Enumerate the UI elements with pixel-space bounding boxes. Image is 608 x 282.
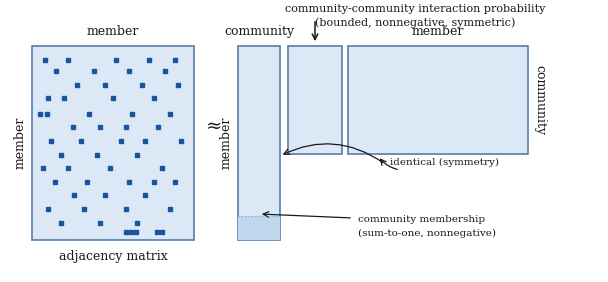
Text: community membership: community membership <box>358 215 485 224</box>
Bar <box>348 46 528 154</box>
Text: ≈: ≈ <box>206 118 222 136</box>
Text: community-community interaction probability: community-community interaction probabil… <box>285 4 545 14</box>
Text: member: member <box>87 25 139 38</box>
Text: adjacency matrix: adjacency matrix <box>58 250 167 263</box>
Bar <box>288 46 342 154</box>
Bar <box>238 46 280 240</box>
Text: member: member <box>412 25 464 38</box>
Text: member: member <box>219 117 232 169</box>
Text: member: member <box>13 117 27 169</box>
Text: identical (symmetry): identical (symmetry) <box>390 157 499 167</box>
Text: community: community <box>224 25 294 38</box>
Text: community: community <box>533 65 547 135</box>
Bar <box>32 46 194 240</box>
Bar <box>238 216 280 240</box>
Text: (sum-to-one, nonnegative): (sum-to-one, nonnegative) <box>358 228 496 237</box>
Text: (bounded, nonnegative, symmetric): (bounded, nonnegative, symmetric) <box>315 17 515 28</box>
